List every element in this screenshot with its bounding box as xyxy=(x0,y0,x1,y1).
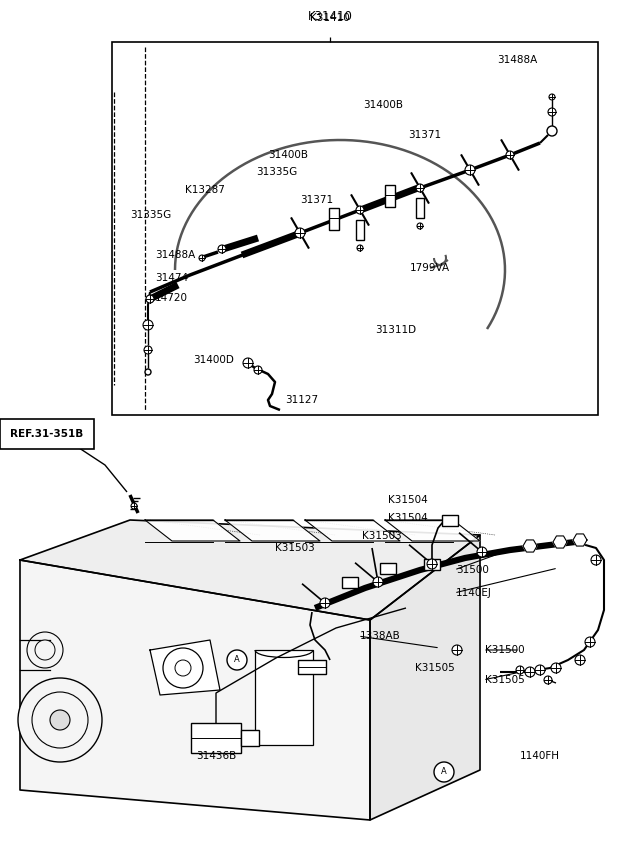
Circle shape xyxy=(163,648,203,688)
Text: A: A xyxy=(441,767,447,777)
Polygon shape xyxy=(225,520,320,541)
Circle shape xyxy=(27,632,63,668)
Circle shape xyxy=(199,255,205,261)
Text: 31474: 31474 xyxy=(155,273,188,283)
Text: 31335G: 31335G xyxy=(256,167,297,177)
Bar xyxy=(241,730,259,746)
Text: K31410: K31410 xyxy=(310,13,350,23)
Circle shape xyxy=(477,547,487,557)
Text: K13287: K13287 xyxy=(185,185,225,195)
Circle shape xyxy=(18,678,102,762)
Polygon shape xyxy=(523,540,537,552)
Circle shape xyxy=(131,503,137,509)
Circle shape xyxy=(320,598,330,608)
Circle shape xyxy=(146,295,154,303)
Circle shape xyxy=(544,676,552,684)
Circle shape xyxy=(525,667,535,677)
Circle shape xyxy=(551,663,561,673)
Circle shape xyxy=(143,320,153,330)
Text: K31505: K31505 xyxy=(485,675,525,685)
Text: REF.31-351B: REF.31-351B xyxy=(10,429,84,439)
Circle shape xyxy=(516,666,524,674)
Text: K31505: K31505 xyxy=(415,663,455,673)
Polygon shape xyxy=(20,560,370,820)
Circle shape xyxy=(416,184,424,192)
Polygon shape xyxy=(145,520,240,541)
Text: K31503: K31503 xyxy=(275,543,315,553)
Text: 31371: 31371 xyxy=(300,195,333,205)
Text: 1338AB: 1338AB xyxy=(360,631,401,641)
Circle shape xyxy=(585,637,595,647)
Bar xyxy=(191,723,241,753)
Circle shape xyxy=(547,126,557,136)
Text: 1140EJ: 1140EJ xyxy=(456,588,492,598)
Circle shape xyxy=(549,94,555,100)
Text: 31400B: 31400B xyxy=(363,100,403,110)
Bar xyxy=(424,559,440,570)
Polygon shape xyxy=(370,535,480,820)
Circle shape xyxy=(145,369,151,375)
Circle shape xyxy=(434,762,454,782)
Text: 1140FH: 1140FH xyxy=(520,751,560,761)
Polygon shape xyxy=(150,640,220,695)
Text: K31503: K31503 xyxy=(362,531,402,541)
Circle shape xyxy=(591,555,601,565)
Circle shape xyxy=(535,665,545,675)
Polygon shape xyxy=(573,534,587,546)
Text: 31400D: 31400D xyxy=(193,355,234,365)
Circle shape xyxy=(227,650,247,670)
Circle shape xyxy=(357,245,363,251)
Circle shape xyxy=(243,358,253,368)
Circle shape xyxy=(356,206,364,214)
Polygon shape xyxy=(553,536,567,548)
Text: K31500: K31500 xyxy=(485,645,524,655)
Circle shape xyxy=(144,346,152,354)
Bar xyxy=(356,220,364,240)
Bar xyxy=(342,577,358,588)
Circle shape xyxy=(254,366,262,374)
Circle shape xyxy=(32,692,88,748)
Text: 31127: 31127 xyxy=(285,395,318,405)
Text: 31488A: 31488A xyxy=(155,250,195,260)
Bar xyxy=(380,563,396,574)
Circle shape xyxy=(417,223,423,229)
Polygon shape xyxy=(20,520,480,620)
Bar xyxy=(112,42,598,415)
Polygon shape xyxy=(385,520,480,541)
Text: 31500: 31500 xyxy=(456,565,489,575)
Circle shape xyxy=(465,165,475,175)
Text: K31504: K31504 xyxy=(388,495,428,505)
Text: 31436B: 31436B xyxy=(196,751,236,761)
Bar xyxy=(385,185,395,207)
Circle shape xyxy=(295,228,305,238)
Text: 14720: 14720 xyxy=(155,293,188,303)
Circle shape xyxy=(373,577,383,587)
Circle shape xyxy=(50,710,70,730)
Circle shape xyxy=(218,245,226,253)
Bar xyxy=(416,198,424,218)
Circle shape xyxy=(548,108,556,116)
Circle shape xyxy=(506,151,514,159)
Polygon shape xyxy=(305,520,400,541)
Bar xyxy=(442,515,458,526)
Text: A: A xyxy=(234,656,240,665)
Text: K31410: K31410 xyxy=(308,9,352,23)
Circle shape xyxy=(575,655,585,665)
Text: 1799VA: 1799VA xyxy=(410,263,450,273)
Circle shape xyxy=(296,229,304,237)
Circle shape xyxy=(452,645,462,655)
Text: 31311D: 31311D xyxy=(375,325,416,335)
Bar xyxy=(298,660,326,674)
Circle shape xyxy=(35,640,55,660)
Bar xyxy=(329,208,339,230)
Circle shape xyxy=(466,166,474,174)
Circle shape xyxy=(175,660,191,676)
Text: 31371: 31371 xyxy=(408,130,441,140)
Circle shape xyxy=(427,559,437,569)
Text: 31488A: 31488A xyxy=(497,55,537,65)
Text: K31504: K31504 xyxy=(388,513,428,523)
Text: 31335G: 31335G xyxy=(130,210,171,220)
Text: 31400B: 31400B xyxy=(268,150,308,160)
Bar xyxy=(255,650,313,745)
